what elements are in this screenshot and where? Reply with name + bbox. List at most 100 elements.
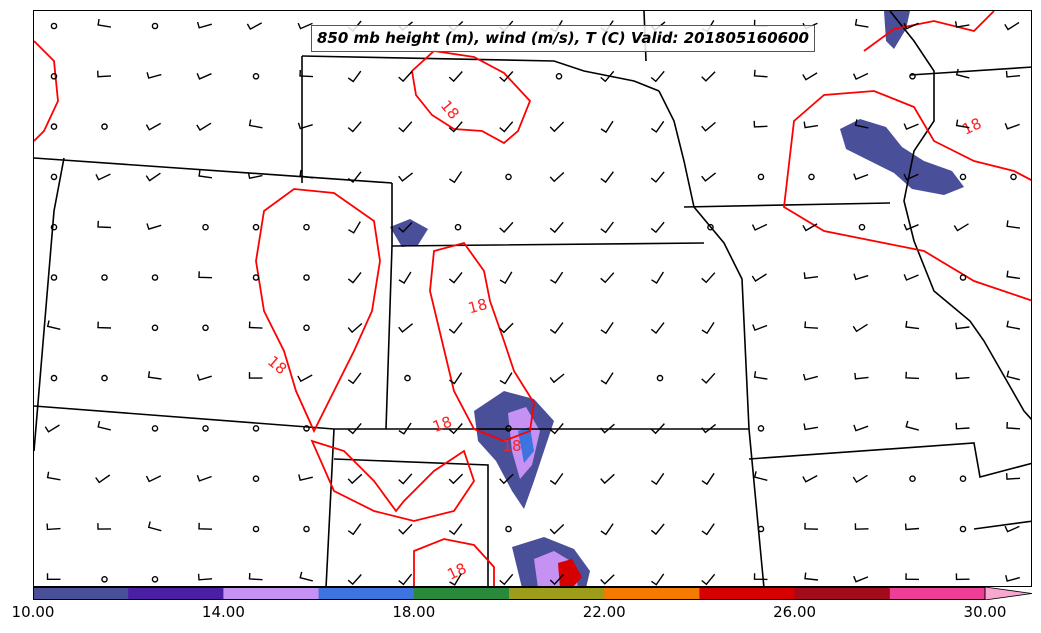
wind-barb: [904, 523, 920, 531]
wind-barb: [448, 523, 463, 536]
wind-barb: [499, 71, 514, 83]
wind-barb: [1004, 21, 1020, 31]
calm-wind-marker: [909, 475, 916, 483]
wind-barb: [854, 523, 869, 530]
wind-barb: [145, 475, 162, 483]
wind-barb: [448, 71, 463, 83]
wind-barb: [196, 374, 212, 381]
wind-barb: [196, 21, 212, 29]
wind-barb: [802, 373, 818, 381]
wind-barb: [147, 521, 162, 532]
calm-wind-marker: [151, 576, 159, 583]
wind-barb: [549, 422, 564, 435]
wind-barb: [198, 522, 213, 530]
contour-18-central: [429, 241, 535, 442]
wind-barb: [398, 271, 412, 284]
colorbar-tick-label: 22.00: [582, 603, 626, 621]
boundary-nebraska-kansas: [391, 183, 705, 247]
wind-barb: [650, 322, 665, 334]
wind-barb: [95, 173, 111, 181]
wind-barb: [651, 472, 665, 486]
wind-barb: [955, 372, 970, 380]
wind-barb: [955, 68, 970, 79]
wind-barb: [347, 271, 362, 284]
wind-barb: [347, 473, 363, 485]
calm-wind-marker: [101, 123, 108, 130]
wind-barb: [44, 424, 60, 433]
state-boundaries: [34, 11, 1031, 586]
wind-barb: [347, 574, 362, 586]
wind-barb: [97, 321, 112, 329]
wind-barb: [701, 121, 716, 132]
calm-wind-marker: [202, 324, 209, 332]
wind-barb: [600, 272, 615, 284]
wind-barb: [549, 574, 564, 586]
wind-barb: [449, 573, 462, 586]
wind-barb: [299, 69, 314, 78]
calm-wind-marker: [252, 223, 260, 231]
wind-barb: [600, 372, 614, 385]
contour-label: 18: [437, 97, 463, 123]
contour-18-ne-upper: [863, 11, 995, 52]
colorbar-bin: [128, 587, 224, 600]
wind-barb: [347, 70, 362, 83]
map-panel: 18 18 18 18 18 18 18 850 mb height (m), wind (…: [33, 10, 1032, 587]
wind-barb: [701, 523, 715, 536]
shaded-region-iowa: [840, 119, 964, 195]
boundary-wyoming-west: [34, 157, 65, 452]
boundary-arkansas-tennessee: [973, 520, 1031, 530]
colorbar-bin: [509, 587, 605, 600]
wind-barb: [852, 474, 868, 484]
wind-barb: [1005, 575, 1020, 582]
colorbar-tick-label: 30.00: [963, 603, 1007, 621]
calm-wind-marker: [959, 475, 967, 483]
wind-barb: [549, 221, 564, 234]
colorbar-extend-arrow: [984, 587, 1033, 600]
wind-barb: [802, 474, 818, 483]
calm-wind-marker: [151, 274, 159, 281]
wind-barb: [398, 323, 414, 333]
wind-barb: [600, 221, 614, 234]
calm-wind-marker: [757, 425, 765, 432]
wind-barb: [347, 171, 362, 183]
wind-barb: [448, 271, 463, 284]
calm-wind-marker: [959, 274, 967, 281]
boundary-colorado-east: [385, 245, 393, 430]
wind-barb: [297, 122, 313, 130]
wind-barb: [248, 119, 263, 129]
wind-barb: [247, 172, 263, 180]
wind-barb: [147, 371, 162, 380]
wind-barb: [651, 120, 665, 133]
wind-barb: [953, 223, 969, 232]
temperature-contours: [34, 11, 1031, 586]
wind-barb: [853, 273, 869, 281]
wind-barb: [146, 223, 162, 230]
wind-barb: [600, 574, 615, 585]
wind-barb: [903, 173, 919, 181]
wind-barb: [905, 371, 920, 380]
boundary-oklahoma-arkansas: [748, 428, 765, 586]
wind-barb: [701, 322, 715, 335]
wind-barb: [1004, 525, 1020, 533]
wind-barb: [955, 422, 970, 430]
wind-barb: [905, 320, 920, 330]
wind-barb: [1006, 473, 1021, 480]
wind-barb: [97, 220, 112, 229]
contour-18-far-west: [34, 40, 59, 142]
calm-wind-marker: [909, 73, 916, 80]
calm-wind-marker: [757, 525, 765, 533]
calm-wind-marker: [101, 274, 108, 281]
wind-barb: [95, 474, 111, 484]
wind-barb: [650, 171, 665, 183]
calm-wind-marker: [50, 173, 58, 181]
wind-barb: [955, 322, 970, 330]
wind-barb: [600, 322, 614, 335]
wind-barb: [600, 473, 615, 485]
wind-barb: [804, 321, 819, 329]
wind-barb: [803, 272, 819, 280]
wind-barb: [853, 424, 869, 432]
calm-wind-marker: [252, 73, 260, 80]
wind-barb: [46, 471, 61, 481]
wind-barb: [701, 423, 717, 434]
